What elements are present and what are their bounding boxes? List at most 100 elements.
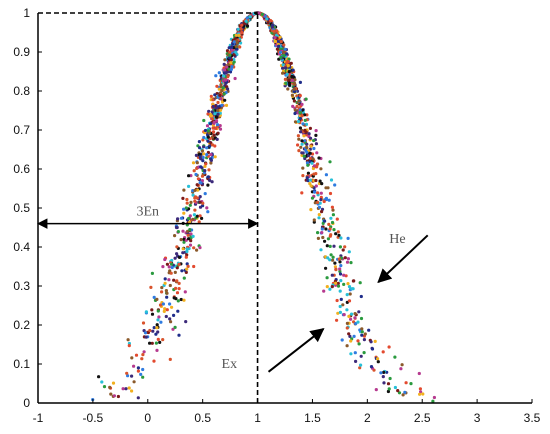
cloud-drop [350, 287, 354, 291]
cloud-drop [144, 310, 148, 314]
cloud-drop [352, 334, 356, 338]
cloud-drop [174, 286, 178, 290]
cloud-drop [328, 287, 332, 291]
cloud-drop [127, 344, 131, 348]
cloud-drop [236, 27, 240, 31]
cloud-drop [301, 166, 305, 170]
cloud-drop [185, 247, 189, 251]
cloud-drop [309, 144, 313, 148]
cloud-drop [283, 77, 287, 81]
cloud-drop [156, 337, 160, 341]
cloud-drop [228, 70, 233, 74]
cloud-drop [152, 359, 156, 363]
cloud-drop [300, 114, 304, 118]
cloud-drop [387, 345, 391, 349]
cloud-drop [156, 309, 160, 313]
cloud-drop [191, 193, 195, 197]
cloud-drop [155, 326, 159, 330]
cloud-drop [206, 129, 210, 133]
cloud-drop [198, 200, 202, 204]
cloud-drop [329, 253, 333, 257]
cloud-drop [310, 196, 315, 200]
cloud-drop [141, 321, 146, 325]
cloud-drop [301, 122, 305, 126]
cloud-drop [311, 157, 315, 161]
cloud-drop [165, 308, 169, 312]
cloud-drop [214, 74, 218, 78]
cloud-drop [281, 71, 285, 75]
cloud-drop [363, 332, 367, 336]
cloud-drop [109, 392, 113, 396]
cloud-drop [205, 206, 209, 210]
cloud-drop [193, 199, 197, 203]
cloud-drop [182, 276, 186, 280]
cloud-drop [240, 23, 244, 27]
cloud-drop [176, 230, 180, 234]
cloud-drop [275, 47, 279, 51]
cloud-drop [302, 134, 306, 138]
cloud-drop [172, 296, 176, 300]
cloud-drop [192, 246, 196, 250]
cloud-drop [316, 191, 320, 195]
cloud-drop [320, 231, 324, 235]
cloud-drop [229, 61, 233, 65]
cloud-drop [319, 198, 323, 202]
cloud-drop [201, 201, 205, 205]
cloud-drop [373, 339, 377, 343]
cloud-drop [348, 334, 352, 338]
cloud-drop [195, 183, 199, 187]
cloud-drop [222, 62, 226, 66]
cloud-drop [213, 112, 217, 116]
cloud-drop [332, 228, 336, 232]
cloud-drop [198, 146, 202, 150]
cloud-drop [325, 244, 329, 248]
cloud-drop [205, 124, 210, 128]
cloud-drop [184, 206, 188, 210]
cloud-drop [324, 266, 328, 270]
cloud-drop [432, 395, 436, 400]
cloud-drop [298, 110, 302, 115]
cloud-drop [202, 145, 206, 149]
cloud-drop [176, 299, 180, 303]
cloud-drop [187, 237, 191, 241]
cloud-drop [333, 265, 337, 269]
cloud-drop [327, 222, 331, 226]
cloud-drop [346, 282, 350, 286]
cloud-drop [308, 151, 312, 155]
en-label: 3En [136, 205, 159, 220]
cloud-drop [272, 29, 276, 33]
cloud-drop [208, 122, 213, 126]
cloud-drop [182, 207, 186, 211]
cloud-drop [152, 326, 156, 330]
cloud-drop [341, 303, 345, 307]
cloud-drop [234, 44, 238, 48]
cloud-drop [181, 196, 185, 200]
cloud-drop [161, 302, 165, 306]
cloud-drop [177, 255, 182, 259]
cloud-drop [176, 309, 180, 313]
cloud-drop [209, 153, 213, 157]
cloud-drop [403, 390, 407, 394]
cloud-drop [300, 108, 304, 112]
cloud-drop [97, 375, 101, 379]
cloud-drop [200, 179, 204, 183]
cloud-drop [201, 138, 205, 142]
cloud-drop [321, 235, 325, 240]
cloud-drop [335, 217, 339, 221]
cloud-drop [331, 255, 335, 259]
cloud-drop [179, 238, 183, 242]
x-axis-ticks: -1 -0.5 0 0.5 1 1.5 2 2.5 3 3.5 [33, 399, 541, 425]
cloud-drop [163, 277, 167, 281]
x-tick-label: 0.5 [194, 411, 211, 425]
cloud-drop [335, 318, 339, 322]
cloud-drop [370, 347, 375, 351]
cloud-drop [168, 283, 172, 288]
cloud-drop [276, 39, 280, 43]
cloud-drop [205, 153, 209, 157]
cloud-drop [304, 122, 309, 126]
cloud-drop [201, 159, 205, 163]
cloud-drop [331, 258, 335, 262]
cloud-drop [239, 41, 243, 45]
cloud-drop [226, 87, 230, 91]
cloud-drop [165, 291, 169, 295]
